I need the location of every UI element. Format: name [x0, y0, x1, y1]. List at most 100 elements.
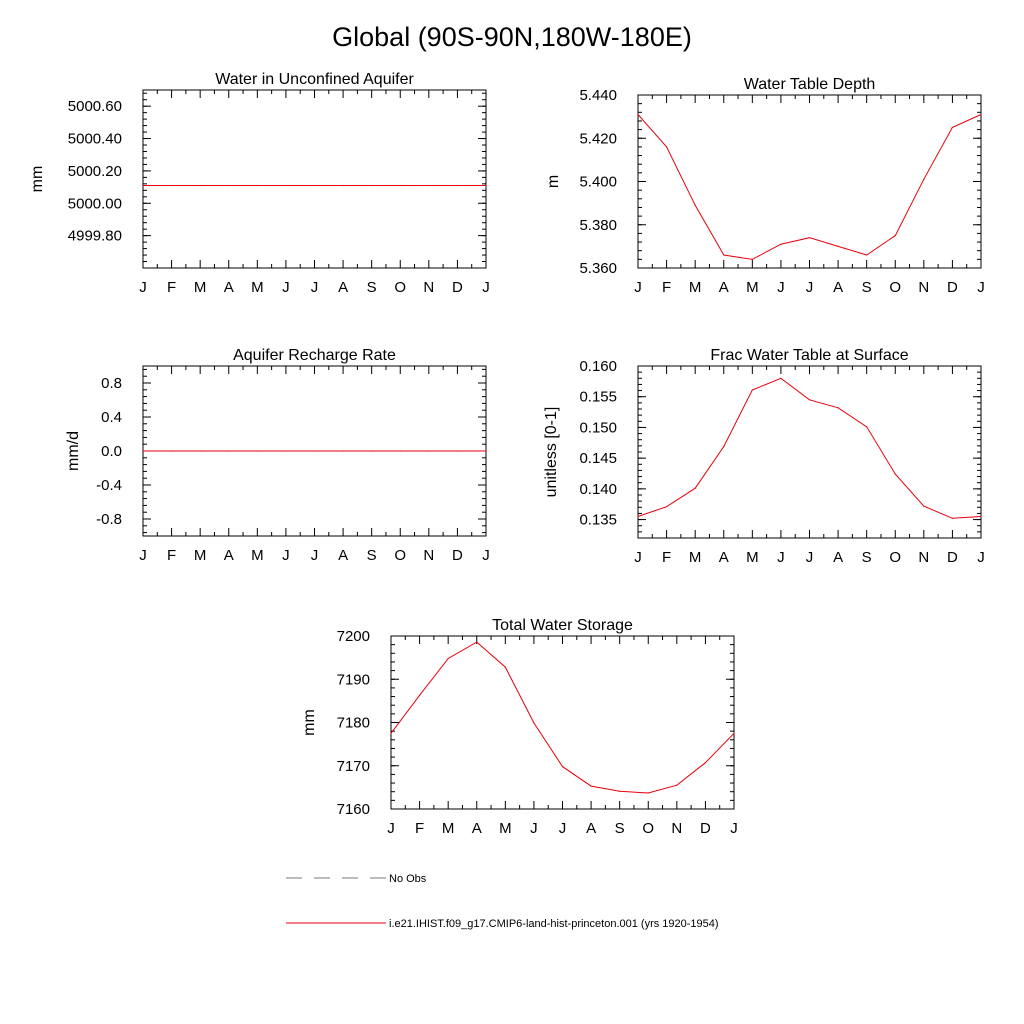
- y-tick-label: 0.0: [101, 443, 122, 460]
- x-tick-label: F: [662, 279, 671, 296]
- data-point: [142, 184, 144, 187]
- x-tick-label: A: [224, 547, 234, 564]
- data-point: [313, 450, 316, 452]
- y-tick-label: 5.380: [579, 217, 617, 234]
- data-point: [665, 146, 668, 148]
- y-axis-label: mm/d: [65, 431, 82, 471]
- legend-label-no-obs: No Obs: [389, 873, 427, 885]
- x-tick-label: D: [947, 279, 958, 296]
- figure-title: Global (90S-90N,180W-180E): [332, 22, 692, 52]
- data-point: [418, 694, 421, 696]
- x-tick-label: M: [442, 820, 455, 837]
- x-tick-label: S: [367, 279, 377, 296]
- x-tick-label: J: [311, 279, 319, 296]
- x-tick-label: N: [423, 279, 434, 296]
- y-axis-label: mm: [301, 709, 318, 736]
- data-point: [637, 113, 639, 116]
- x-tick-label: J: [387, 820, 395, 837]
- panel-title: Water Table Depth: [744, 76, 876, 93]
- x-tick-label: S: [862, 549, 872, 566]
- y-tick-label: 5.400: [579, 174, 617, 191]
- plot-frame: [637, 365, 982, 539]
- x-tick-label: D: [452, 547, 463, 564]
- data-point: [780, 243, 782, 245]
- data-point: [447, 657, 449, 660]
- x-tick-label: F: [662, 549, 671, 566]
- x-tick-label: N: [423, 547, 434, 564]
- y-tick-label: 7170: [337, 758, 370, 775]
- x-tick-label: M: [251, 547, 264, 564]
- y-tick-label: -0.4: [96, 477, 122, 494]
- data-point: [485, 184, 487, 187]
- y-tick-label: 0.8: [101, 375, 122, 392]
- y-axis-label: mm: [29, 166, 46, 193]
- x-tick-label: A: [586, 820, 596, 837]
- data-point: [371, 184, 373, 187]
- data-point: [428, 450, 430, 452]
- x-tick-label: J: [634, 279, 642, 296]
- y-tick-label: 7190: [337, 671, 370, 688]
- data-point: [894, 473, 896, 475]
- y-tick-label: 0.155: [579, 389, 617, 406]
- data-point: [256, 450, 258, 452]
- y-tick-label: 5.420: [579, 130, 617, 147]
- data-point: [980, 515, 982, 518]
- x-tick-label: J: [806, 549, 814, 566]
- x-tick-label: J: [777, 279, 785, 296]
- x-tick-label: O: [642, 820, 654, 837]
- panel-frac-water-table-surface: Frac Water Table at Surface unitless [0-1…: [543, 347, 985, 566]
- x-tick-label: M: [746, 549, 759, 566]
- x-tick-label: D: [452, 279, 463, 296]
- data-point: [456, 450, 459, 452]
- y-tick-label: 7160: [337, 801, 370, 818]
- x-tick-label: M: [746, 279, 759, 296]
- plot-frame: [637, 94, 982, 269]
- x-tick-label: J: [139, 279, 147, 296]
- y-tick-label: 0.150: [579, 419, 617, 436]
- x-tick-label: A: [472, 820, 482, 837]
- plot-frame: [390, 635, 735, 810]
- data-point: [923, 505, 925, 507]
- data-point: [456, 184, 459, 187]
- y-tick-label: 0.145: [579, 450, 617, 467]
- x-tick-label: S: [615, 820, 625, 837]
- x-tick-label: N: [671, 820, 682, 837]
- data-point: [533, 722, 535, 724]
- x-tick-label: F: [167, 279, 176, 296]
- x-tick-label: M: [251, 279, 264, 296]
- y-tick-label: 7180: [337, 715, 370, 732]
- x-tick-label: J: [530, 820, 538, 837]
- data-point: [399, 450, 401, 452]
- data-point: [647, 792, 649, 794]
- data-point: [619, 790, 621, 792]
- data-point: [170, 450, 173, 452]
- x-tick-label: M: [499, 820, 512, 837]
- x-tick-label: A: [719, 279, 729, 296]
- x-tick-label: J: [482, 547, 490, 564]
- y-tick-label: -0.8: [96, 511, 122, 528]
- x-tick-label: O: [889, 549, 901, 566]
- data-point: [399, 184, 401, 187]
- y-axis-label: m: [545, 175, 562, 188]
- x-tick-label: J: [977, 279, 985, 296]
- x-tick-label: J: [777, 549, 785, 566]
- x-tick-label: N: [918, 549, 929, 566]
- y-tick-label: 5.360: [579, 260, 617, 277]
- data-point: [342, 450, 344, 452]
- data-point: [485, 450, 487, 452]
- data-point: [256, 184, 258, 187]
- y-tick-label: 7200: [337, 628, 370, 645]
- y-tick-label: 0.135: [579, 512, 617, 529]
- data-point: [476, 641, 478, 643]
- x-tick-label: O: [394, 547, 406, 564]
- data-point: [285, 184, 287, 187]
- data-point: [837, 245, 839, 247]
- data-point: [285, 450, 287, 452]
- data-point: [751, 389, 753, 391]
- data-point: [228, 184, 230, 187]
- x-tick-label: A: [833, 279, 843, 296]
